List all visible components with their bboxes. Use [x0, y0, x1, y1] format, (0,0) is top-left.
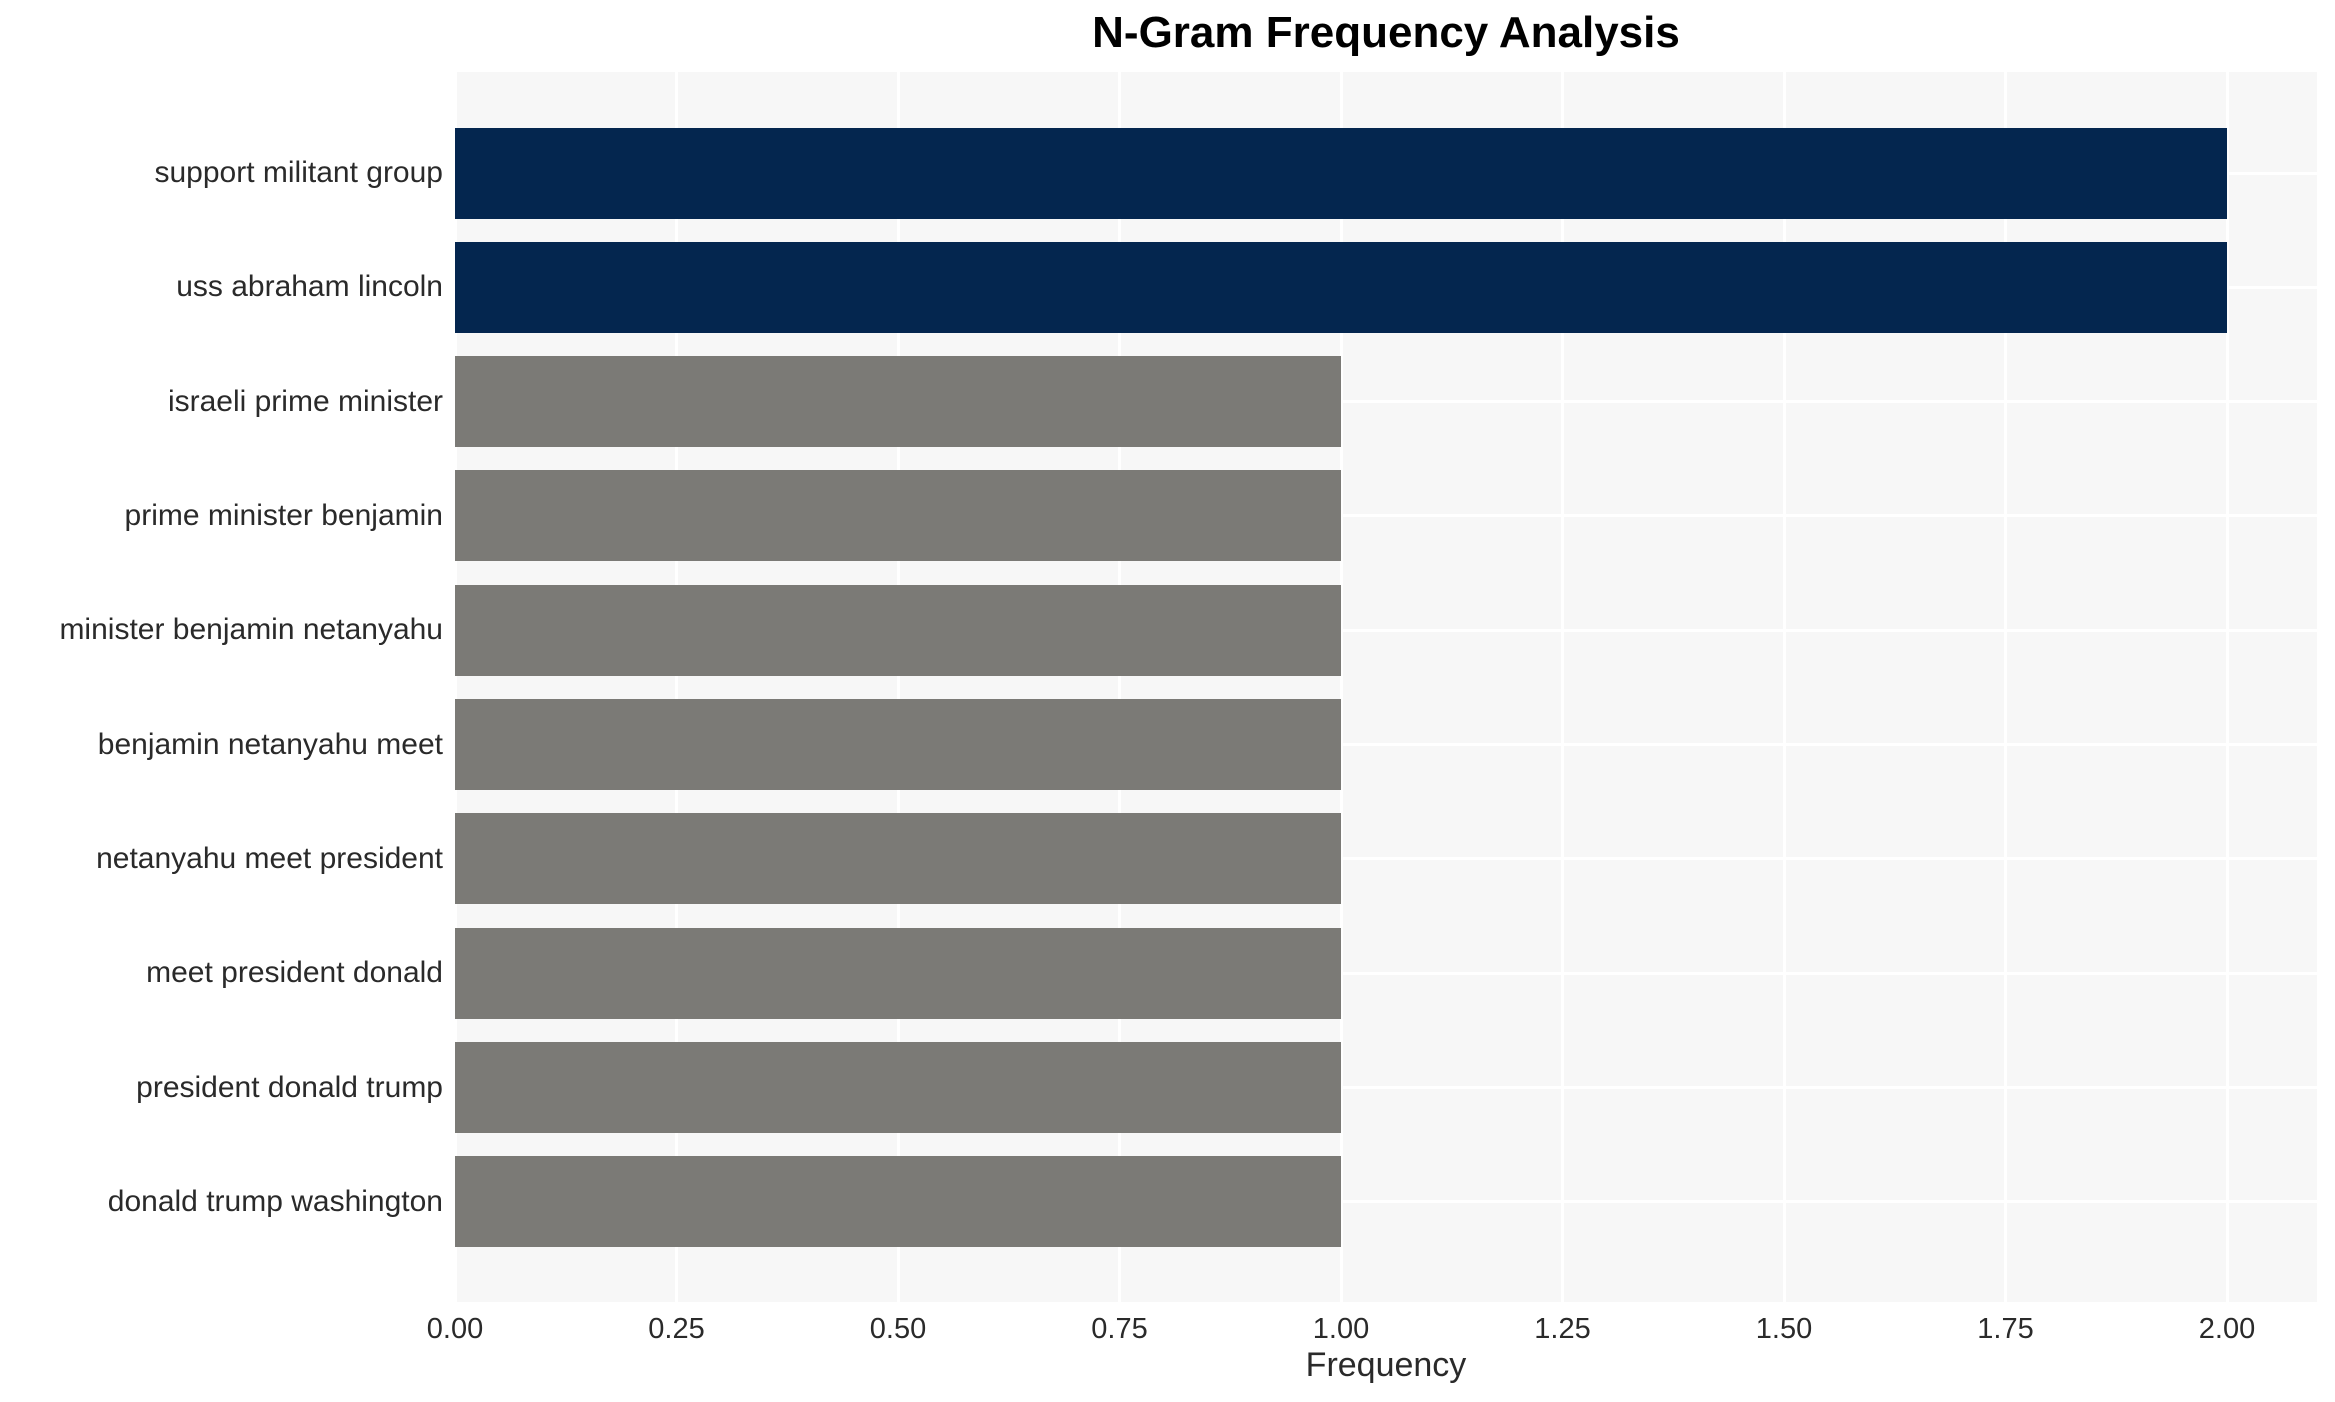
- v-gridline: [2225, 72, 2229, 1302]
- y-tick-label: support militant group: [154, 156, 444, 189]
- x-tick-label: 0.25: [648, 1313, 705, 1345]
- v-gridline: [675, 72, 678, 1302]
- y-tick-label: meet president donald: [146, 956, 443, 990]
- x-tick-label: 1.00: [1312, 1313, 1370, 1345]
- y-axis-labels: support militant group uss abraham lincol…: [0, 0, 443, 1402]
- h-gridline: [455, 400, 2317, 404]
- bar: [455, 470, 1341, 562]
- v-gridline: [1782, 72, 1786, 1302]
- bar: [455, 699, 1341, 791]
- y-tick-label: uss abraham lincoln: [176, 270, 443, 304]
- x-tick-label: 2.00: [2198, 1313, 2256, 1345]
- chart-title: N-Gram Frequency Analysis: [1092, 8, 1680, 57]
- bar: [455, 927, 1341, 1019]
- y-tick-label: donald trump washington: [107, 1184, 443, 1218]
- x-tick-label: 1.25: [1534, 1313, 1591, 1345]
- x-tick-label: 1.75: [1977, 1313, 2034, 1345]
- bar: [455, 127, 2227, 219]
- bar: [455, 584, 1341, 676]
- x-axis-title: Frequency: [1305, 1346, 1467, 1384]
- y-tick-label: prime minister benjamin: [124, 498, 443, 532]
- v-gridline: [2004, 72, 2007, 1302]
- h-gridline: [455, 743, 2317, 747]
- x-tick-label: 0.00: [426, 1313, 484, 1345]
- h-gridline: [455, 1086, 2317, 1090]
- bar: [455, 813, 1341, 905]
- bar: [455, 241, 2227, 333]
- v-gridline: [1339, 72, 1343, 1302]
- bar: [455, 1156, 1341, 1248]
- plot-area: [453, 72, 2317, 1302]
- bar: [455, 1042, 1341, 1134]
- x-tick-label: 1.50: [1755, 1313, 1813, 1345]
- h-gridline: [455, 514, 2317, 518]
- y-tick-label: president donald trump: [136, 1070, 443, 1104]
- v-gridline: [1561, 72, 1564, 1302]
- h-gridline: [455, 1200, 2317, 1204]
- h-gridline: [455, 857, 2317, 861]
- y-tick-label: netanyahu meet president: [96, 841, 443, 875]
- h-gridline: [455, 628, 2317, 632]
- bar: [455, 356, 1341, 448]
- y-tick-label: minister benjamin netanyahu: [59, 613, 443, 647]
- v-gridline: [453, 72, 457, 1302]
- x-tick-label: 0.50: [869, 1313, 927, 1345]
- h-gridline: [455, 971, 2317, 975]
- v-gridline: [1118, 72, 1121, 1302]
- y-tick-label: israeli prime minister: [167, 384, 443, 418]
- y-tick-label: benjamin netanyahu meet: [97, 727, 443, 761]
- x-tick-label: 0.75: [1091, 1313, 1148, 1345]
- v-gridline: [896, 72, 900, 1302]
